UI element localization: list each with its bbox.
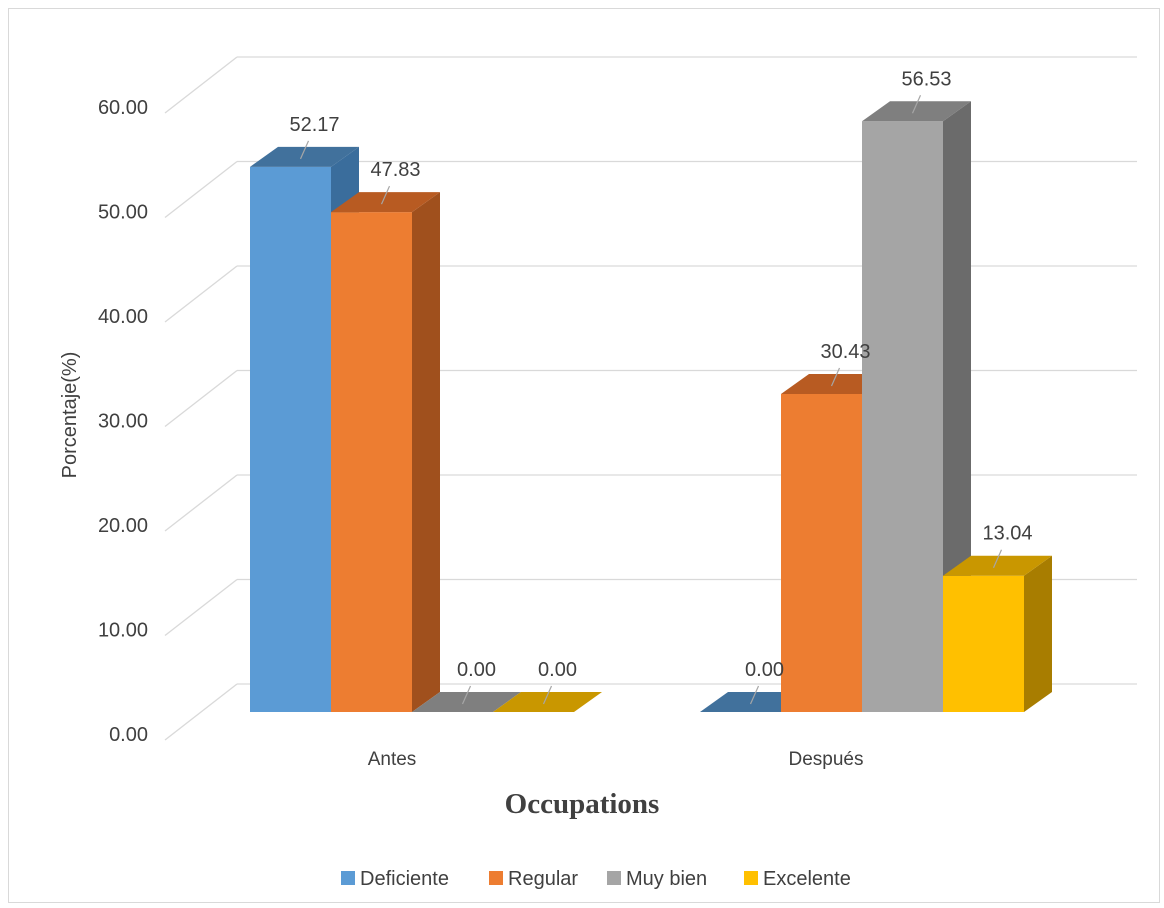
y-axis-ticks: 0.00 10.00 20.00 30.00 40.00 50.00 60.00 [98,97,148,746]
data-label: 0.00 [745,659,784,681]
y-tick-label: 50.00 [98,202,148,224]
legend-swatch [607,871,621,885]
bar-muy-bien-1 [862,101,971,713]
data-label: 47.83 [370,159,420,181]
bars [250,101,1052,713]
legend-item-excelente: Excelente [744,868,851,890]
y-axis-label: Porcentaje(%) [59,352,81,479]
data-label: 56.53 [901,68,951,90]
y-tick-label: 0.00 [109,724,148,746]
legend-swatch [744,871,758,885]
legend-item-deficiente: Deficiente [341,868,449,890]
chart-title: Occupations [505,788,660,820]
y-tick-label: 10.00 [98,620,148,642]
legend-swatch [341,871,355,885]
y-tick-label: 40.00 [98,306,148,328]
bar-excelente-1 [943,555,1052,712]
y-tick-label: 30.00 [98,411,148,433]
data-label: 0.00 [457,659,496,681]
legend-swatch [489,871,503,885]
x-tick-label: Después [789,749,864,770]
data-label: 0.00 [538,659,577,681]
bar-excelente-0 [493,692,602,712]
y-tick-label: 20.00 [98,515,148,537]
data-labels: 52.17 47.83 0.00 0.00 0.00 30.43 56.53 13.04 [289,68,1033,705]
bar-muy-bien-0 [412,692,521,712]
gridline [164,56,1137,114]
legend-label: Deficiente [360,868,449,890]
data-label: 30.43 [820,341,870,363]
x-axis-ticks: Antes Después [368,749,864,770]
legend-label: Excelente [763,868,851,890]
legend-item-regular: Regular [489,868,578,890]
gridline [164,160,1137,219]
data-label: 13.04 [982,523,1032,545]
x-tick-label: Antes [368,749,417,770]
legend-item-muy-bien: Muy bien [607,868,707,890]
legend-label: Regular [508,868,578,890]
bar-regular-0 [331,192,440,712]
legend: Deficiente Regular Muy bien Excelente [341,868,851,890]
data-label: 52.17 [289,114,339,136]
legend-label: Muy bien [626,868,707,890]
y-tick-label: 60.00 [98,97,148,119]
